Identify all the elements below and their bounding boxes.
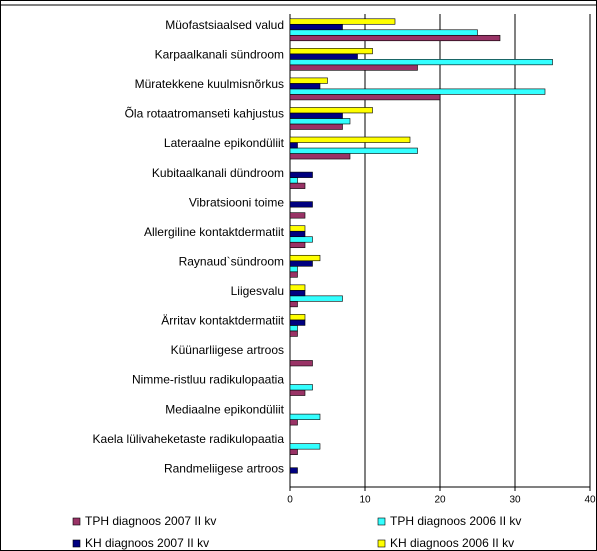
y-tick-label: Müofastsiaalsed valud [165,18,284,32]
bar [289,389,306,396]
bar [289,301,298,308]
bar [289,265,298,273]
y-tick-label: Lateraalne epikondüliit [164,136,285,150]
bar [289,182,306,189]
bar [289,147,418,154]
bar [289,330,298,337]
legend-label: KH diagnoos 2006 II kv [390,536,514,550]
bar [289,23,343,31]
legend-swatch [72,517,81,526]
bar [289,142,298,149]
bar [289,467,298,474]
bar [289,112,343,119]
legend-label: KH diagnoos 2007 II kv [85,536,209,550]
legend-swatch [72,539,81,548]
legend-swatch [377,517,386,526]
y-tick-label: Vibratsiooni toime [189,195,284,209]
bar [289,88,546,95]
y-tick-label: Raynaud`sündroom [179,254,284,268]
y-tick-label: Mediaalne epikondüliit [165,402,284,416]
bar [289,230,306,238]
bar [289,171,313,178]
bar [289,443,321,450]
bar [289,18,396,25]
bar [289,77,328,84]
bar [289,413,321,420]
y-tick-label: Küünarliigese artroos [171,343,284,357]
bar [289,107,373,114]
y-tick-label: Nimme-ristluu radikulopaatia [132,373,284,387]
bar [289,225,306,232]
legend-label: TPH diagnoos 2007 II kv [85,514,216,528]
bar [289,241,306,249]
bar [289,419,298,426]
y-tick-label: Õla rotaatromanseti kahjustus [125,106,284,121]
y-tick-label: Kubitaalkanali dündroom [152,166,284,180]
bar [289,260,313,267]
bar [289,254,321,262]
bar [289,319,306,326]
bar [289,360,313,367]
bar [289,123,343,130]
bar [289,34,501,42]
y-tick-label: Kaela lülivaheketaste radikulopaatia [93,432,285,446]
bar [289,48,373,55]
bar [289,284,306,291]
y-tick-label: Karpaalkanali sündroom [155,48,284,62]
bar [289,83,321,90]
bar [289,314,306,321]
bar [289,448,298,455]
y-tick-label: Allergiline kontaktdermatiit [144,225,285,239]
bar [289,271,298,278]
y-tick-label: Ärritav kontaktdermatiit [161,314,284,328]
x-tick-label: 40 [584,495,596,506]
x-tick-label: 10 [359,495,371,506]
bar [289,136,411,143]
x-tick-label: 0 [287,495,293,506]
legend-label: TPH diagnoos 2006 II kv [390,514,521,528]
bar [289,212,306,219]
bar [289,290,306,297]
bar [289,201,313,208]
y-tick-label: Müratekkene kuulmisnõrkus [135,77,284,91]
bar [289,384,313,391]
legend-swatch [377,539,386,548]
bar [289,64,418,71]
y-tick-label: Liigesvalu [231,284,284,298]
y-tick-label: Randmeliigese artroos [164,461,284,475]
bar [289,325,298,332]
bar [289,59,553,66]
bar [289,29,478,36]
bar [289,295,343,302]
bar [289,153,351,160]
x-tick-label: 20 [434,495,446,506]
bar [289,94,441,101]
bar [289,118,351,125]
bar [289,177,298,184]
bar [289,236,313,243]
x-tick-label: 30 [509,495,521,506]
bar [289,53,358,60]
